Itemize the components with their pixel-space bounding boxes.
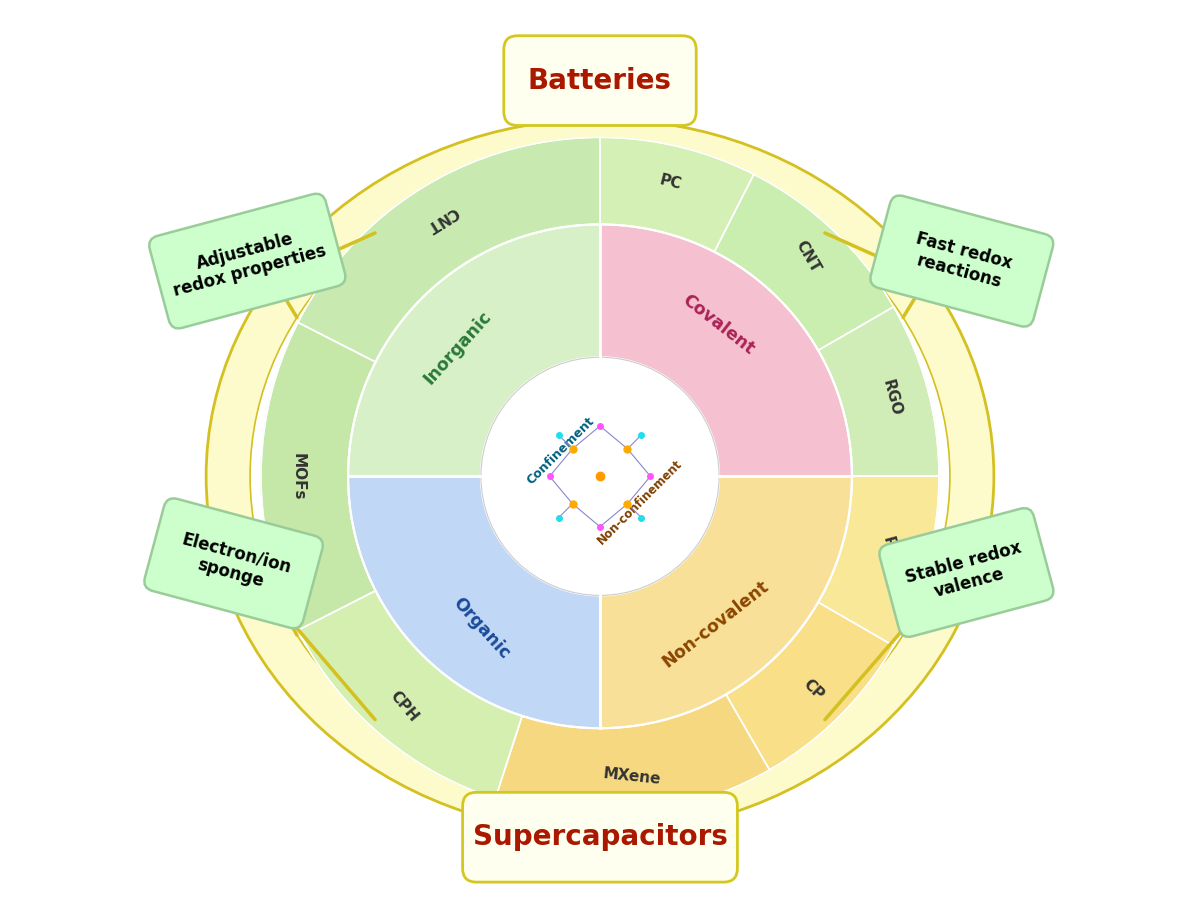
- Polygon shape: [298, 591, 522, 799]
- Text: Supercapacitors: Supercapacitors: [473, 823, 727, 851]
- Text: Confinement: Confinement: [524, 414, 596, 487]
- Circle shape: [262, 137, 938, 815]
- Polygon shape: [600, 137, 754, 252]
- Text: RGO: RGO: [880, 378, 904, 418]
- Text: Covalent: Covalent: [679, 291, 758, 358]
- Text: PC: PC: [658, 172, 683, 192]
- Text: CPH: CPH: [386, 688, 421, 725]
- Text: Adjustable
redox properties: Adjustable redox properties: [167, 222, 329, 300]
- Ellipse shape: [206, 119, 994, 834]
- Text: Fast redox
reactions: Fast redox reactions: [910, 230, 1014, 292]
- FancyBboxPatch shape: [880, 508, 1054, 637]
- Text: Organic: Organic: [450, 594, 514, 662]
- FancyBboxPatch shape: [144, 498, 323, 628]
- Text: Stable redox
valence: Stable redox valence: [904, 539, 1030, 606]
- Polygon shape: [818, 476, 938, 646]
- Text: CP: CP: [800, 677, 827, 703]
- Text: RGO: RGO: [880, 535, 904, 574]
- Circle shape: [481, 357, 719, 595]
- Text: CNT: CNT: [424, 203, 461, 234]
- Text: Non-covalent: Non-covalent: [659, 577, 773, 671]
- Polygon shape: [348, 476, 600, 728]
- Polygon shape: [298, 137, 600, 362]
- Polygon shape: [348, 224, 600, 476]
- Polygon shape: [600, 224, 852, 476]
- Polygon shape: [262, 322, 376, 630]
- Polygon shape: [496, 694, 769, 815]
- Ellipse shape: [250, 158, 950, 794]
- Polygon shape: [714, 174, 894, 351]
- FancyBboxPatch shape: [870, 195, 1054, 327]
- Polygon shape: [818, 307, 938, 476]
- Polygon shape: [726, 603, 894, 769]
- Text: Inorganic: Inorganic: [420, 308, 494, 387]
- FancyBboxPatch shape: [463, 792, 737, 882]
- Polygon shape: [600, 476, 852, 728]
- FancyBboxPatch shape: [149, 193, 346, 329]
- Text: MXene: MXene: [602, 767, 661, 788]
- Text: CNT: CNT: [793, 238, 823, 276]
- Text: Electron/ion
sponge: Electron/ion sponge: [174, 530, 293, 596]
- Text: MOFs: MOFs: [290, 453, 305, 500]
- FancyBboxPatch shape: [504, 36, 696, 125]
- Text: Batteries: Batteries: [528, 67, 672, 94]
- Text: Non-confinement: Non-confinement: [594, 457, 684, 547]
